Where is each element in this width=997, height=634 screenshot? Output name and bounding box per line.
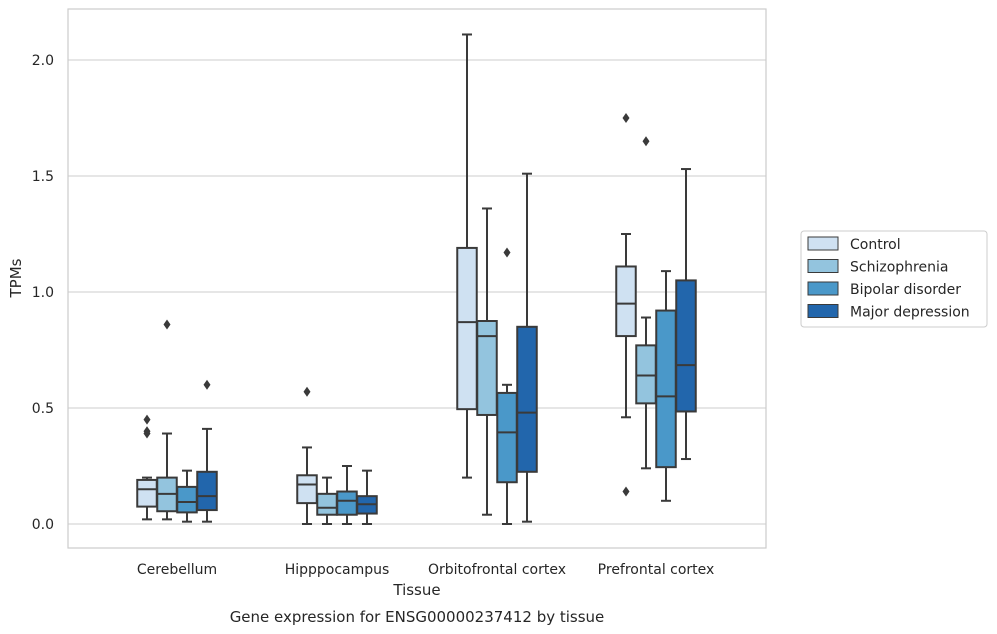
legend-item: Control: [807, 236, 901, 253]
outlier-point: [203, 379, 211, 390]
outlier-point: [642, 136, 650, 147]
box-body: [296, 474, 318, 505]
box: [516, 172, 538, 523]
y-tick-label: 2.0: [32, 53, 54, 69]
legend-label: Bipolar disorder: [850, 282, 961, 298]
legend-swatch: [807, 304, 839, 318]
legend-label: Schizophrenia: [850, 260, 948, 276]
legend-swatch: [807, 236, 839, 251]
box-body: [476, 320, 498, 416]
box: [675, 168, 697, 461]
y-tick-labels: 0.0 0.5 1.0 1.5 2.0: [32, 53, 54, 533]
box-body: [176, 485, 198, 514]
outlier-point: [143, 414, 151, 425]
box-body: [316, 492, 338, 516]
box: [136, 414, 158, 521]
box: [296, 386, 318, 525]
outlier-point: [503, 247, 511, 258]
y-tick-label: 0.5: [32, 401, 54, 417]
box: [476, 207, 498, 516]
x-tick-labels: Cerebellum Hipppocampus Orbitofrontal cort…: [137, 562, 714, 578]
legend-item: Bipolar disorder: [807, 281, 961, 298]
box: [456, 33, 478, 479]
chart-caption: Gene expression for ENSG00000237412 by t…: [230, 608, 605, 626]
series-bipolar-disorder: [176, 247, 677, 525]
outlier-point: [303, 386, 311, 397]
box-body: [196, 470, 218, 512]
box: [336, 465, 358, 525]
outlier-point: [163, 319, 171, 330]
grid-lines: [68, 59, 766, 525]
y-tick-label: 0.0: [32, 517, 54, 533]
x-tick-label: Prefrontal cortex: [598, 562, 715, 578]
x-tick-label: Cerebellum: [137, 562, 217, 578]
series-schizophrenia: [156, 136, 657, 525]
outlier-point: [622, 486, 630, 497]
legend: Control Schizophrenia Bipolar disorder Majo…: [800, 230, 988, 328]
box-body: [496, 391, 518, 484]
legend-item: Major depression: [807, 304, 970, 321]
box-body: [635, 344, 657, 405]
x-axis-label: Tissue: [392, 581, 440, 599]
legend-frame: [800, 230, 988, 328]
legend-swatch: [807, 259, 839, 273]
plot-area: [67, 8, 767, 549]
box-body: [675, 279, 697, 413]
box-body: [336, 490, 358, 516]
outlier-point: [143, 428, 151, 439]
outlier-point: [622, 113, 630, 123]
legend-item: Schizophrenia: [807, 259, 948, 276]
y-tick-label: 1.5: [32, 169, 54, 185]
series-control: [136, 33, 637, 525]
legend-swatch: [807, 281, 839, 296]
legend-label: Control: [850, 237, 901, 253]
y-tick-label: 1.0: [32, 285, 54, 301]
box-series: [136, 33, 697, 525]
box-body: [516, 325, 538, 473]
box: [356, 469, 378, 525]
x-tick-label: Orbitofrontal cortex: [428, 562, 566, 578]
box-body: [655, 309, 677, 469]
legend-label: Major depression: [850, 305, 970, 321]
box: [615, 113, 637, 497]
series-major-depression: [196, 168, 697, 525]
box: [316, 476, 338, 525]
box-body: [456, 246, 478, 411]
y-axis-label: TPMs: [7, 258, 25, 298]
box: [196, 379, 218, 523]
box-body: [615, 265, 637, 338]
x-tick-label: Hipppocampus: [285, 562, 390, 578]
box-body: [136, 478, 158, 508]
